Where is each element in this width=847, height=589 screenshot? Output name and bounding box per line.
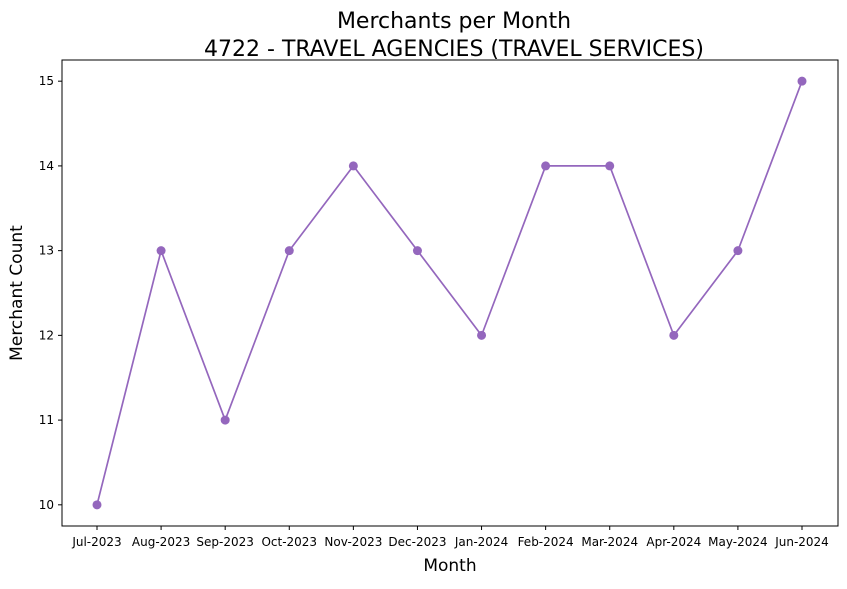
y-axis: 10 11 12 13 14 15 — [39, 74, 62, 512]
series-line — [96, 80, 803, 506]
x-tick-label: Apr-2024 — [646, 535, 701, 549]
x-tick-label: Nov-2023 — [324, 535, 382, 549]
data-point-apr-2024 — [669, 330, 679, 340]
x-tick-label: Sep-2023 — [196, 535, 254, 549]
data-point-jan-2024 — [477, 330, 487, 340]
y-tick-label: 13 — [39, 244, 54, 258]
x-tick-label: May-2024 — [708, 535, 767, 549]
data-point-mar-2024 — [605, 161, 615, 171]
data-point-aug-2023 — [156, 246, 166, 256]
data-point-oct-2023 — [284, 246, 294, 256]
y-tick-label: 10 — [39, 498, 54, 512]
y-tick-label: 11 — [39, 413, 54, 427]
x-tick-label: Jan-2024 — [454, 535, 508, 549]
data-point-may-2024 — [733, 246, 743, 256]
x-tick-label: Feb-2024 — [518, 535, 574, 549]
y-tick-label: 14 — [39, 159, 54, 173]
x-axis: Jul-2023 Aug-2023 Sep-2023 Oct-2023 Nov-2023… — [71, 526, 829, 549]
chart-title: Merchants per Month — [337, 9, 571, 34]
x-tick-label: Jun-2024 — [774, 535, 829, 549]
y-axis-label: Merchant Count — [7, 225, 27, 361]
plot-area-frame — [61, 59, 839, 527]
data-point-sep-2023 — [220, 415, 230, 425]
y-tick-label: 15 — [39, 74, 54, 88]
series-layer — [92, 76, 807, 510]
x-axis-label: Month — [423, 556, 476, 576]
x-tick-label: Mar-2024 — [581, 535, 638, 549]
x-tick-label: Oct-2023 — [261, 535, 317, 549]
data-point-jun-2024 — [797, 76, 807, 86]
x-tick-label: Jul-2023 — [71, 535, 121, 549]
data-point-jul-2023 — [92, 500, 102, 510]
data-point-feb-2024 — [541, 161, 551, 171]
x-tick-label: Dec-2023 — [388, 535, 446, 549]
x-tick-label: Aug-2023 — [132, 535, 190, 549]
y-tick-label: 12 — [39, 328, 54, 342]
chart-subtitle: 4722 - TRAVEL AGENCIES (TRAVEL SERVICES) — [204, 37, 704, 62]
data-point-dec-2023 — [412, 246, 422, 256]
data-point-nov-2023 — [348, 161, 358, 171]
